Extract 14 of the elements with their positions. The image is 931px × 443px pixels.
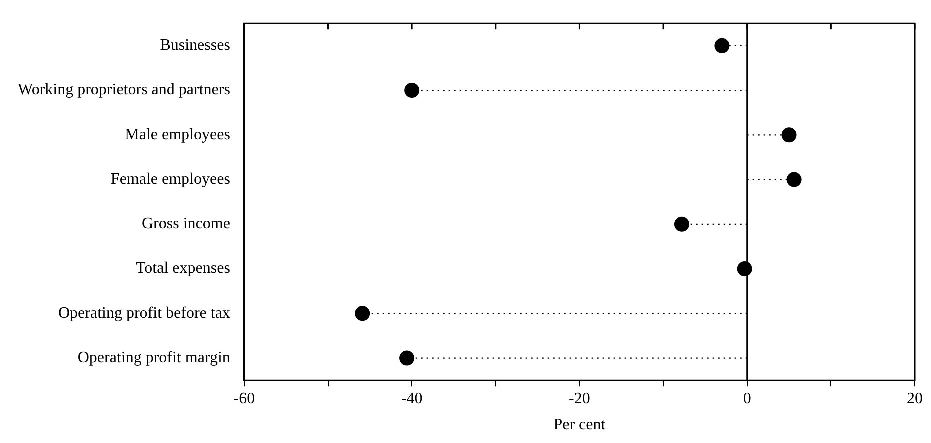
x-axis-title: Per cent xyxy=(554,416,606,434)
y-tick-label: Total expenses xyxy=(136,260,230,278)
y-tick-label: Operating profit margin xyxy=(78,349,230,366)
y-tick-label: Male employees xyxy=(125,126,230,144)
x-tick-label: 0 xyxy=(743,390,752,408)
x-tick-label: -40 xyxy=(401,390,423,408)
x-tick-label: -60 xyxy=(234,390,256,408)
y-tick-label: Female employees xyxy=(110,170,230,188)
y-tick-label: Gross income xyxy=(142,216,230,233)
x-tick-label: -20 xyxy=(569,390,590,408)
x-tick-label: 20 xyxy=(907,390,923,408)
y-tick-label: Operating profit before tax xyxy=(58,304,230,322)
y-tick-label: Businesses xyxy=(160,37,230,54)
y-tick-label: Working proprietors and partners xyxy=(18,82,230,99)
